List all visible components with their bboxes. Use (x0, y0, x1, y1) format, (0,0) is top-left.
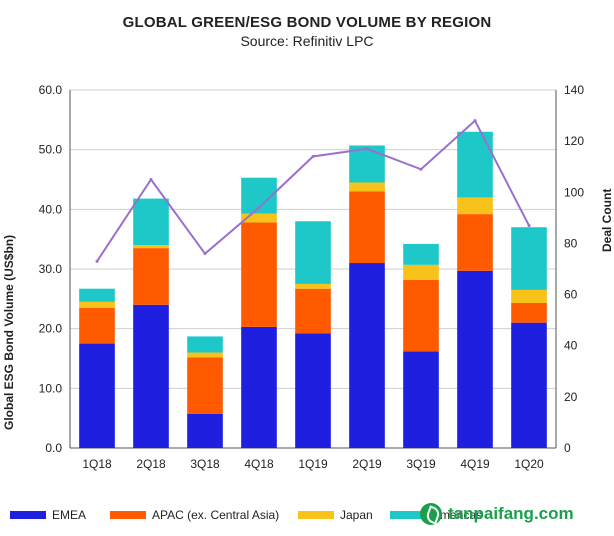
bar-japan (457, 197, 493, 215)
y2-tick-label: 60 (564, 288, 578, 302)
bar-americas (403, 243, 439, 265)
legend-swatch (390, 511, 426, 519)
bar-apac-ex-central-asia- (403, 279, 439, 352)
watermark-text: tanpaifang.com (448, 504, 574, 523)
y-tick-label: 50.0 (39, 143, 63, 157)
legend-item-japan: Japan (298, 508, 373, 522)
legend-swatch (110, 511, 146, 519)
deal-count-point (203, 252, 207, 256)
chart-subtitle: Source: Refinitiv LPC (240, 33, 374, 49)
legend-label: Americas (432, 508, 483, 522)
bar-apac-ex-central-asia- (133, 248, 169, 305)
x-tick-label: 1Q18 (82, 457, 112, 471)
y2-tick-label: 80 (564, 236, 578, 250)
legend-item-americas: Americas (390, 508, 482, 522)
bar-americas (133, 198, 169, 246)
bar-emea (187, 413, 223, 448)
bar-apac-ex-central-asia- (241, 222, 277, 327)
legend-item-apac: APAC (ex. Central Asia) (110, 508, 279, 522)
y2-tick-label: 20 (564, 390, 578, 404)
deal-count-point (311, 154, 315, 158)
y2-tick-label: 40 (564, 339, 578, 353)
deal-count-point (95, 259, 99, 263)
legend-item-emea: EMEA (10, 508, 86, 522)
x-tick-label: 3Q18 (190, 457, 220, 471)
bar-americas (457, 131, 493, 198)
bar-emea (295, 333, 331, 448)
bar-emea (79, 343, 115, 448)
y-tick-label: 40.0 (39, 202, 63, 216)
leaf-icon (420, 503, 442, 525)
x-tick-label: 4Q18 (244, 457, 274, 471)
y2-tick-label: 0 (564, 441, 571, 455)
watermark: tanpaifang.com (420, 500, 610, 528)
bar-japan (295, 283, 331, 289)
y-tick-label: 20.0 (39, 322, 63, 336)
bar-emea (457, 270, 493, 448)
legend-label: Japan (340, 508, 373, 522)
bar-americas (187, 336, 223, 353)
bar-apac-ex-central-asia- (295, 288, 331, 334)
legend-swatch (298, 511, 334, 519)
deal-count-point (149, 178, 153, 181)
y-tick-label: 0.0 (45, 441, 62, 455)
bar-americas (79, 288, 115, 302)
x-tick-label: 2Q18 (136, 457, 166, 471)
bar-emea (133, 304, 169, 448)
bar-emea (511, 322, 547, 448)
deal-count-point (419, 167, 423, 171)
y2-tick-label: 100 (564, 185, 584, 199)
bar-americas (295, 221, 331, 284)
deal-count-point (257, 206, 261, 210)
bar-apac-ex-central-asia- (511, 303, 547, 323)
x-tick-label: 1Q20 (514, 457, 544, 471)
x-tick-label: 2Q19 (352, 457, 382, 471)
legend-swatch (10, 511, 46, 519)
bar-americas (511, 227, 547, 290)
bar-apac-ex-central-asia- (79, 307, 115, 344)
deal-count-point (527, 224, 531, 228)
y2-tick-label: 120 (564, 134, 584, 148)
bar-japan (349, 182, 385, 192)
x-tick-label: 4Q19 (460, 457, 490, 471)
bar-japan (403, 264, 439, 280)
bar-apac-ex-central-asia- (349, 191, 385, 264)
y-tick-label: 30.0 (39, 262, 63, 276)
bar-emea (403, 351, 439, 448)
bar-japan (79, 301, 115, 308)
chart-title: GLOBAL GREEN/ESG BOND VOLUME BY REGION (122, 14, 492, 31)
deal-count-point (365, 147, 369, 151)
y-tick-label: 10.0 (39, 381, 63, 395)
bar-emea (241, 326, 277, 448)
legend-label: APAC (ex. Central Asia) (152, 508, 280, 522)
bar-japan (511, 289, 547, 304)
bar-japan (241, 213, 277, 223)
x-tick-label: 1Q19 (298, 457, 328, 471)
deal-count-point (473, 119, 477, 123)
bar-apac-ex-central-asia- (187, 357, 223, 414)
legend-label: EMEA (52, 508, 87, 522)
bar-americas (349, 145, 385, 183)
bar-emea (349, 263, 385, 448)
x-tick-label: 3Q19 (406, 457, 436, 471)
legend: EMEA APAC (ex. Central Asia) Japan Ameri… (10, 508, 610, 530)
bar-apac-ex-central-asia- (457, 214, 493, 271)
y2-tick-label: 140 (564, 83, 584, 97)
y-tick-label: 60.0 (39, 83, 63, 97)
bar-japan (187, 352, 223, 358)
bar-japan (133, 245, 169, 249)
